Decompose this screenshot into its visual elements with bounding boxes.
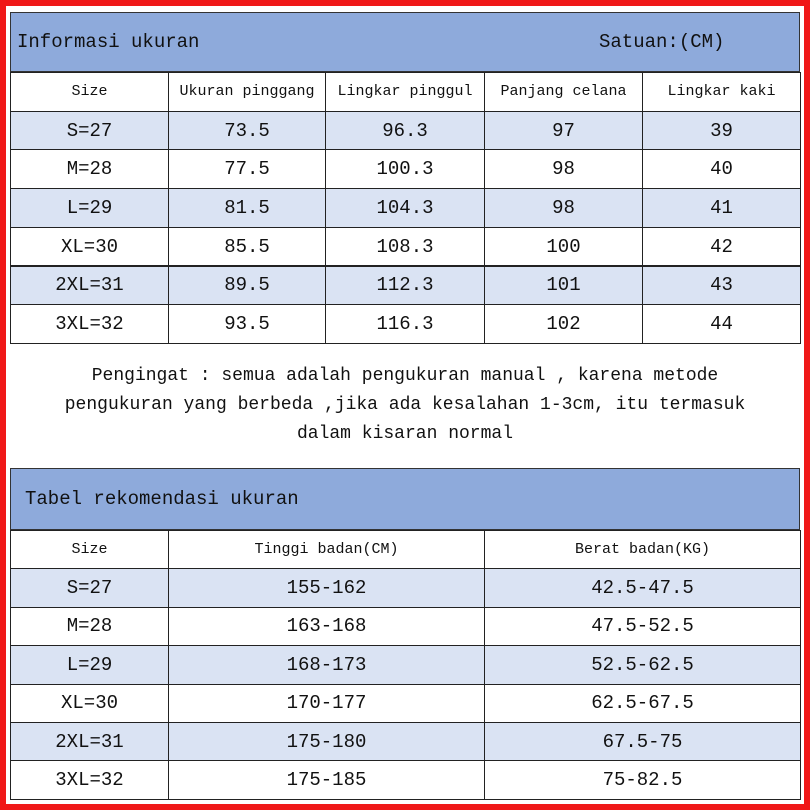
column-header: Ukuran pinggang xyxy=(168,72,326,112)
table-cell: 3XL=32 xyxy=(10,304,169,344)
column-header: Tinggi badan(CM) xyxy=(168,530,485,570)
table-cell: L=29 xyxy=(10,188,169,228)
table-cell: 44 xyxy=(642,304,801,344)
table-cell: 43 xyxy=(642,265,801,306)
table-cell: 77.5 xyxy=(168,149,326,190)
table-cell: 62.5-67.5 xyxy=(484,683,801,723)
table-cell: S=27 xyxy=(10,568,169,608)
table-cell: M=28 xyxy=(10,149,169,190)
table-cell: 3XL=32 xyxy=(10,760,169,800)
table-cell: 102 xyxy=(484,304,643,344)
table-cell: XL=30 xyxy=(10,226,169,267)
table-cell: 41 xyxy=(642,188,801,228)
table-cell: XL=30 xyxy=(10,683,169,723)
header-title: Tabel rekomendasi ukuran xyxy=(25,488,299,510)
header-unit: Satuan:(CM) xyxy=(599,31,725,53)
column-header: Panjang celana xyxy=(484,72,643,112)
table-cell: 155-162 xyxy=(168,568,485,608)
table-cell: 104.3 xyxy=(325,188,485,228)
note-line: Pengingat : semua adalah pengukuran manu… xyxy=(91,366,719,386)
table-cell: 67.5-75 xyxy=(484,722,801,762)
table-cell: 75-82.5 xyxy=(484,760,801,800)
table-cell: 168-173 xyxy=(168,645,485,685)
table-cell: 100.3 xyxy=(325,149,485,190)
table-cell: 42 xyxy=(642,226,801,267)
table-cell: S=27 xyxy=(10,110,169,151)
table-cell: 42.5-47.5 xyxy=(484,568,801,608)
table-cell: 40 xyxy=(642,149,801,190)
column-header: Lingkar pinggul xyxy=(325,72,485,112)
table-cell: 116.3 xyxy=(325,304,485,344)
table-cell: 98 xyxy=(484,188,643,228)
table-cell: 108.3 xyxy=(325,226,485,267)
table-cell: 163-168 xyxy=(168,606,485,647)
table-cell: 101 xyxy=(484,265,643,306)
table-cell: 170-177 xyxy=(168,683,485,723)
table-cell: 96.3 xyxy=(325,110,485,151)
table-cell: 93.5 xyxy=(168,304,326,344)
table-cell: 175-185 xyxy=(168,760,485,800)
column-header: Lingkar kaki xyxy=(642,72,801,112)
header-band: Informasi ukuran Satuan:(CM) xyxy=(10,12,800,72)
column-header: Berat badan(KG) xyxy=(484,530,801,570)
column-header: Size xyxy=(10,530,169,570)
table-cell: 98 xyxy=(484,149,643,190)
table-cell: 2XL=31 xyxy=(10,722,169,762)
table-cell: 73.5 xyxy=(168,110,326,151)
table-cell: 81.5 xyxy=(168,188,326,228)
table-cell: 89.5 xyxy=(168,265,326,306)
table-cell: L=29 xyxy=(10,645,169,685)
table-cell: 52.5-62.5 xyxy=(484,645,801,685)
header-title: Informasi ukuran xyxy=(17,31,200,53)
table-cell: 97 xyxy=(484,110,643,151)
header-band: Tabel rekomendasi ukuran xyxy=(10,468,800,530)
column-header: Size xyxy=(10,72,169,112)
table-cell: 85.5 xyxy=(168,226,326,267)
table-cell: M=28 xyxy=(10,606,169,647)
note-line: pengukuran yang berbeda ,jika ada kesala… xyxy=(64,395,746,415)
table-cell: 47.5-52.5 xyxy=(484,606,801,647)
table-cell: 112.3 xyxy=(325,265,485,306)
table-cell: 2XL=31 xyxy=(10,265,169,306)
table-cell: 39 xyxy=(642,110,801,151)
table-cell: 100 xyxy=(484,226,643,267)
note-line: dalam kisaran normal xyxy=(296,424,514,444)
table-cell: 175-180 xyxy=(168,722,485,762)
